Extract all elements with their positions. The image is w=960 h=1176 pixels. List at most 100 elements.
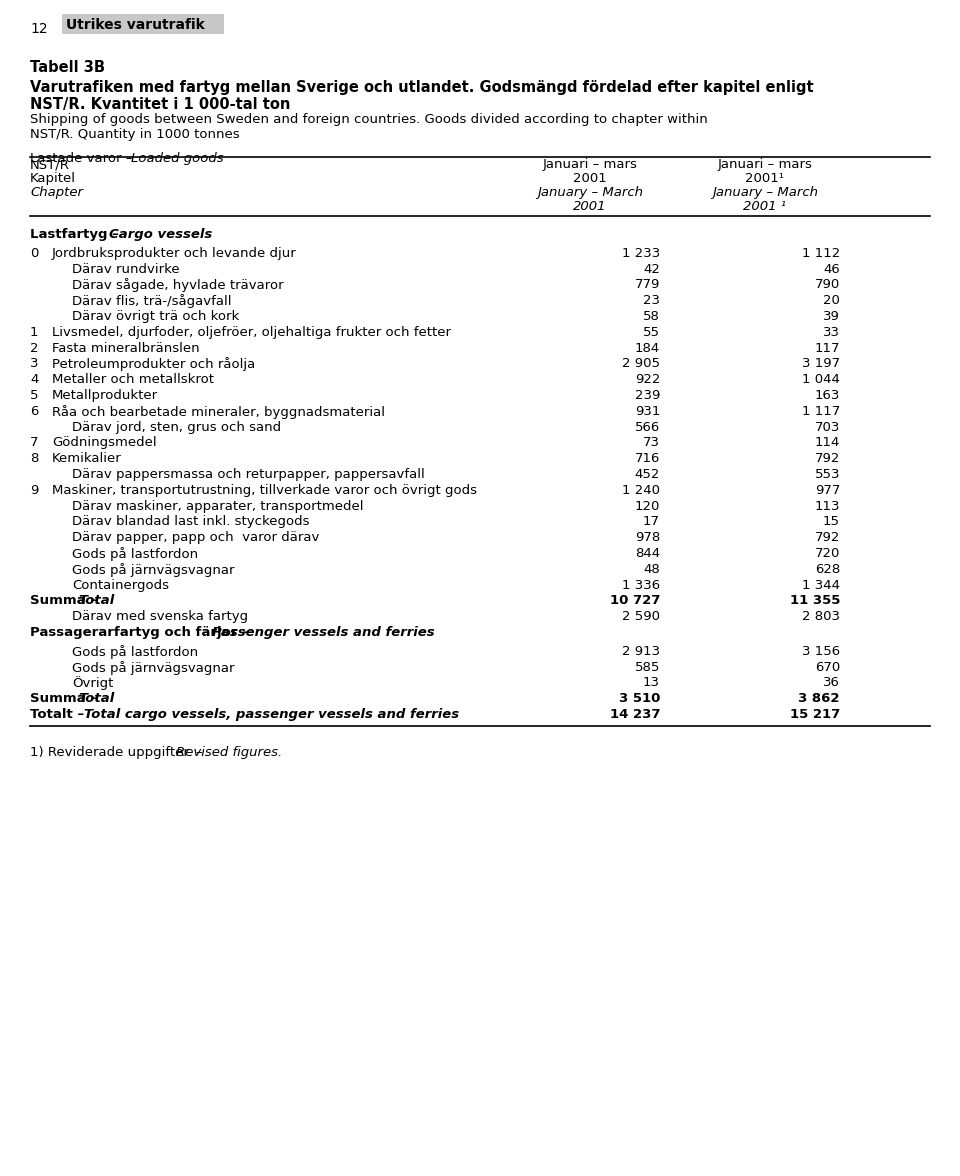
Text: 2001¹: 2001¹ bbox=[746, 172, 784, 185]
FancyBboxPatch shape bbox=[62, 14, 224, 34]
Text: 2 913: 2 913 bbox=[622, 644, 660, 657]
Text: 792: 792 bbox=[815, 453, 840, 466]
Text: 3: 3 bbox=[30, 358, 38, 370]
Text: 585: 585 bbox=[635, 661, 660, 674]
Text: Revised figures.: Revised figures. bbox=[176, 746, 282, 759]
Text: 55: 55 bbox=[643, 326, 660, 339]
Text: Metallprodukter: Metallprodukter bbox=[52, 389, 158, 402]
Text: 779: 779 bbox=[635, 279, 660, 292]
Text: 10 727: 10 727 bbox=[610, 594, 660, 607]
Text: 790: 790 bbox=[815, 279, 840, 292]
Text: Total: Total bbox=[79, 594, 114, 607]
Text: Därav jord, sten, grus och sand: Därav jord, sten, grus och sand bbox=[72, 421, 281, 434]
Text: Därav sågade, hyvlade trävaror: Därav sågade, hyvlade trävaror bbox=[72, 279, 283, 293]
Text: Därav rundvirke: Därav rundvirke bbox=[72, 262, 180, 275]
Text: 33: 33 bbox=[823, 326, 840, 339]
Text: Därav pappersmassa och returpapper, pappersavfall: Därav pappersmassa och returpapper, papp… bbox=[72, 468, 424, 481]
Text: 922: 922 bbox=[635, 373, 660, 386]
Text: Därav blandad last inkl. styckegods: Därav blandad last inkl. styckegods bbox=[72, 515, 309, 528]
Text: 3 862: 3 862 bbox=[799, 693, 840, 706]
Text: Maskiner, transportutrustning, tillverkade varor och övrigt gods: Maskiner, transportutrustning, tillverka… bbox=[52, 483, 477, 496]
Text: Gödningsmedel: Gödningsmedel bbox=[52, 436, 156, 449]
Text: Gods på lastfordon: Gods på lastfordon bbox=[72, 644, 198, 659]
Text: 15: 15 bbox=[823, 515, 840, 528]
Text: 2001: 2001 bbox=[573, 172, 607, 185]
Text: 117: 117 bbox=[814, 341, 840, 355]
Text: 48: 48 bbox=[643, 563, 660, 576]
Text: Därav maskiner, apparater, transportmedel: Därav maskiner, apparater, transportmede… bbox=[72, 500, 364, 513]
Text: Därav övrigt trä och kork: Därav övrigt trä och kork bbox=[72, 310, 239, 323]
Text: 11 355: 11 355 bbox=[790, 594, 840, 607]
Text: Råa och bearbetade mineraler, byggnadsmaterial: Råa och bearbetade mineraler, byggnadsma… bbox=[52, 405, 385, 419]
Text: 9: 9 bbox=[30, 483, 38, 496]
Text: Petroleumprodukter och råolja: Petroleumprodukter och råolja bbox=[52, 358, 255, 372]
Text: Loaded goods: Loaded goods bbox=[131, 152, 224, 165]
Text: 114: 114 bbox=[815, 436, 840, 449]
Text: 1 240: 1 240 bbox=[622, 483, 660, 496]
Text: 2 590: 2 590 bbox=[622, 610, 660, 623]
Text: 703: 703 bbox=[815, 421, 840, 434]
Text: Januari – mars: Januari – mars bbox=[717, 158, 812, 171]
Text: 113: 113 bbox=[814, 500, 840, 513]
Text: Total cargo vessels, passenger vessels and ferries: Total cargo vessels, passenger vessels a… bbox=[84, 708, 460, 721]
Text: 20: 20 bbox=[823, 294, 840, 307]
Text: Därav flis, trä-/sågavfall: Därav flis, trä-/sågavfall bbox=[72, 294, 231, 308]
Text: 1: 1 bbox=[30, 326, 38, 339]
Text: Cargo vessels: Cargo vessels bbox=[108, 228, 212, 241]
Text: 7: 7 bbox=[30, 436, 38, 449]
Text: 2: 2 bbox=[30, 341, 38, 355]
Text: Totalt –: Totalt – bbox=[30, 708, 88, 721]
Text: Chapter: Chapter bbox=[30, 186, 83, 199]
Text: 792: 792 bbox=[815, 532, 840, 544]
Text: 3 510: 3 510 bbox=[618, 693, 660, 706]
Text: 1 117: 1 117 bbox=[802, 405, 840, 417]
Text: Gods på järnvägsvagnar: Gods på järnvägsvagnar bbox=[72, 563, 234, 576]
Text: 4: 4 bbox=[30, 373, 38, 386]
Text: 720: 720 bbox=[815, 547, 840, 560]
Text: Gods på järnvägsvagnar: Gods på järnvägsvagnar bbox=[72, 661, 234, 675]
Text: Fasta mineralbränslen: Fasta mineralbränslen bbox=[52, 341, 200, 355]
Text: 163: 163 bbox=[815, 389, 840, 402]
Text: 1 112: 1 112 bbox=[802, 247, 840, 260]
Text: Lastade varor –: Lastade varor – bbox=[30, 152, 136, 165]
Text: 12: 12 bbox=[30, 22, 48, 36]
Text: 716: 716 bbox=[635, 453, 660, 466]
Text: Därav papper, papp och  varor därav: Därav papper, papp och varor därav bbox=[72, 532, 320, 544]
Text: Kapitel: Kapitel bbox=[30, 172, 76, 185]
Text: Januari – mars: Januari – mars bbox=[542, 158, 637, 171]
Text: 3 156: 3 156 bbox=[802, 644, 840, 657]
Text: 2 803: 2 803 bbox=[802, 610, 840, 623]
Text: 3 197: 3 197 bbox=[802, 358, 840, 370]
Text: 14 237: 14 237 bbox=[610, 708, 660, 721]
Text: January – March: January – March bbox=[537, 186, 643, 199]
Text: 2 905: 2 905 bbox=[622, 358, 660, 370]
Text: 1 336: 1 336 bbox=[622, 579, 660, 592]
Text: 120: 120 bbox=[635, 500, 660, 513]
Text: NST/R. Kvantitet i 1 000-tal ton: NST/R. Kvantitet i 1 000-tal ton bbox=[30, 96, 290, 112]
Text: 1 044: 1 044 bbox=[803, 373, 840, 386]
Text: 239: 239 bbox=[635, 389, 660, 402]
Text: Summa –: Summa – bbox=[30, 693, 102, 706]
Text: 1) Reviderade uppgifter. –: 1) Reviderade uppgifter. – bbox=[30, 746, 206, 759]
Text: Jordbruksprodukter och levande djur: Jordbruksprodukter och levande djur bbox=[52, 247, 297, 260]
Text: Lastfartyg –: Lastfartyg – bbox=[30, 228, 124, 241]
Text: 42: 42 bbox=[643, 262, 660, 275]
Text: Shipping of goods between Sweden and foreign countries. Goods divided according : Shipping of goods between Sweden and for… bbox=[30, 113, 708, 126]
Text: 670: 670 bbox=[815, 661, 840, 674]
Text: 1 344: 1 344 bbox=[802, 579, 840, 592]
Text: NST/R. Quantity in 1000 tonnes: NST/R. Quantity in 1000 tonnes bbox=[30, 128, 240, 141]
Text: 2001 ¹: 2001 ¹ bbox=[743, 200, 786, 213]
Text: Metaller och metallskrot: Metaller och metallskrot bbox=[52, 373, 214, 386]
Text: Passenger vessels and ferries: Passenger vessels and ferries bbox=[211, 626, 434, 639]
Text: 15 217: 15 217 bbox=[790, 708, 840, 721]
Text: 36: 36 bbox=[823, 676, 840, 689]
Text: 977: 977 bbox=[815, 483, 840, 496]
Text: 844: 844 bbox=[635, 547, 660, 560]
Text: 8: 8 bbox=[30, 453, 38, 466]
Text: 184: 184 bbox=[635, 341, 660, 355]
Text: Gods på lastfordon: Gods på lastfordon bbox=[72, 547, 198, 561]
Text: Summa –: Summa – bbox=[30, 594, 102, 607]
Text: 553: 553 bbox=[814, 468, 840, 481]
Text: 13: 13 bbox=[643, 676, 660, 689]
Text: Livsmedel, djurfoder, oljefröer, oljehaltiga frukter och fetter: Livsmedel, djurfoder, oljefröer, oljehal… bbox=[52, 326, 451, 339]
